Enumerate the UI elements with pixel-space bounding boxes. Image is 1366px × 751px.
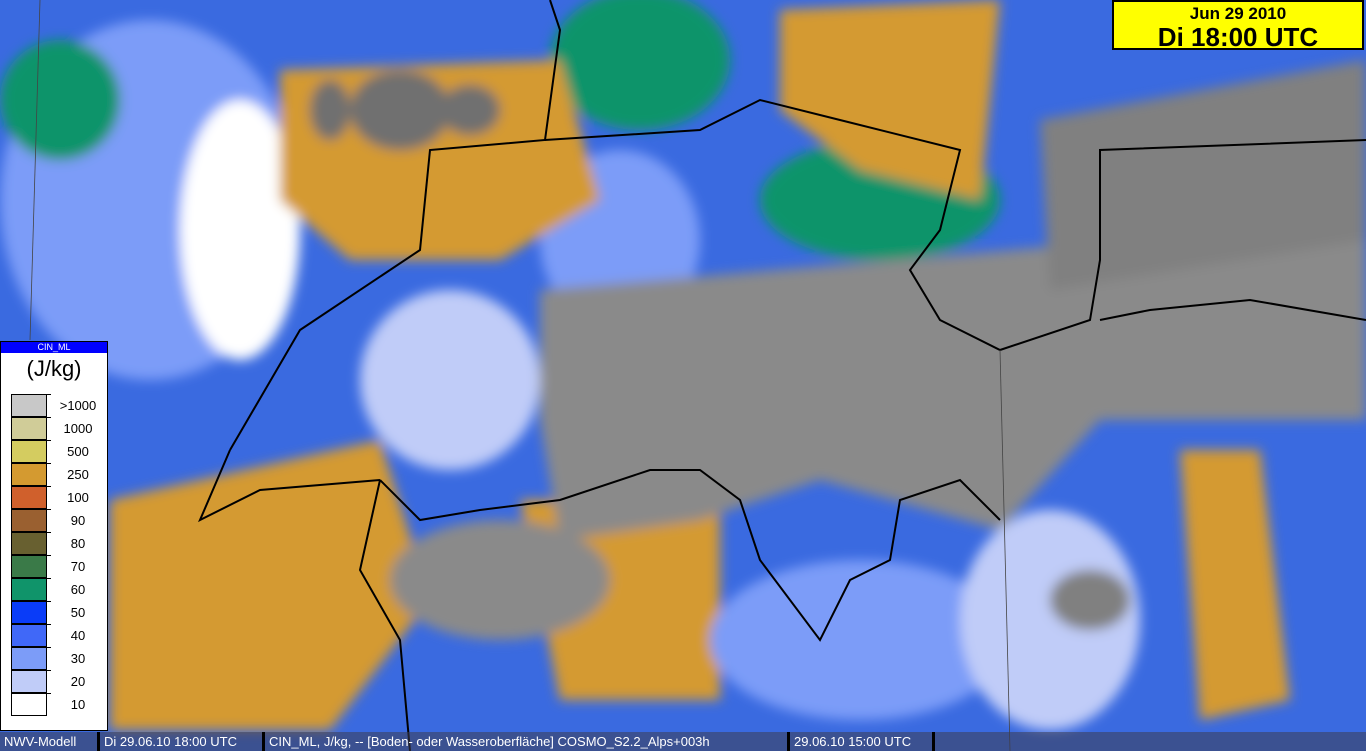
- legend-label: 20: [70, 674, 86, 689]
- legend-tick: [47, 624, 51, 625]
- legend-swatch: [11, 417, 47, 440]
- legend-unit: (J/kg): [26, 356, 82, 381]
- legend-label: 60: [70, 582, 86, 597]
- legend-swatch: [11, 532, 47, 555]
- legend-swatch: [11, 394, 47, 417]
- legend-tick: [47, 693, 51, 694]
- legend-label: 1000: [63, 421, 93, 436]
- legend-tick: [47, 578, 51, 579]
- legend-tick: [47, 601, 51, 602]
- status-bar: NWV-Modell Di 29.06.10 18:00 UTC CIN_ML,…: [0, 732, 1366, 751]
- legend-label: 250: [67, 467, 89, 482]
- legend-swatch: [11, 555, 47, 578]
- legend-label: 50: [70, 605, 86, 620]
- color-legend: CIN_ML (J/kg) >1000 1000 500 250 100 90 80 70 60…: [0, 341, 108, 731]
- legend-tick: [47, 417, 51, 418]
- legend-label: 500: [67, 444, 89, 459]
- legend-tick: [47, 532, 51, 533]
- legend-tick: [47, 486, 51, 487]
- legend-swatch: [11, 440, 47, 463]
- legend-tick: [47, 394, 51, 395]
- status-model: NWV-Modell: [0, 732, 100, 751]
- legend-tick: [47, 670, 51, 671]
- legend-label: 80: [70, 536, 86, 551]
- status-valid-time: Di 29.06.10 18:00 UTC: [100, 732, 265, 751]
- legend-swatch: [11, 463, 47, 486]
- legend-tick: [47, 555, 51, 556]
- legend-swatch: [11, 670, 47, 693]
- legend-swatch: [11, 578, 47, 601]
- valid-time: Di 18:00 UTC: [1157, 22, 1319, 52]
- legend-tick: [47, 647, 51, 648]
- legend-swatch: [11, 693, 47, 716]
- status-field: CIN_ML, J/kg, -- [Boden- oder Wasserober…: [265, 732, 790, 751]
- legend-tick: [47, 509, 51, 510]
- legend-label: 100: [67, 490, 89, 505]
- legend-label: >1000: [59, 398, 97, 413]
- legend-swatch: [11, 624, 47, 647]
- valid-date: Jun 29 2010: [1189, 4, 1287, 23]
- legend-parameter: CIN_ML: [1, 342, 107, 353]
- status-run-time: 29.06.10 15:00 UTC: [790, 732, 935, 751]
- legend-label: 90: [70, 513, 86, 528]
- legend-label: 10: [70, 697, 86, 712]
- legend-swatch: [11, 509, 47, 532]
- legend-tick: [47, 463, 51, 464]
- legend-label: 70: [70, 559, 86, 574]
- legend-swatch: [11, 601, 47, 624]
- legend-swatch: [11, 647, 47, 670]
- legend-label: 30: [70, 651, 86, 666]
- legend-label: 40: [70, 628, 86, 643]
- legend-swatch: [11, 486, 47, 509]
- legend-tick: [47, 440, 51, 441]
- valid-time-box: Jun 29 2010 Di 18:00 UTC: [1112, 0, 1364, 50]
